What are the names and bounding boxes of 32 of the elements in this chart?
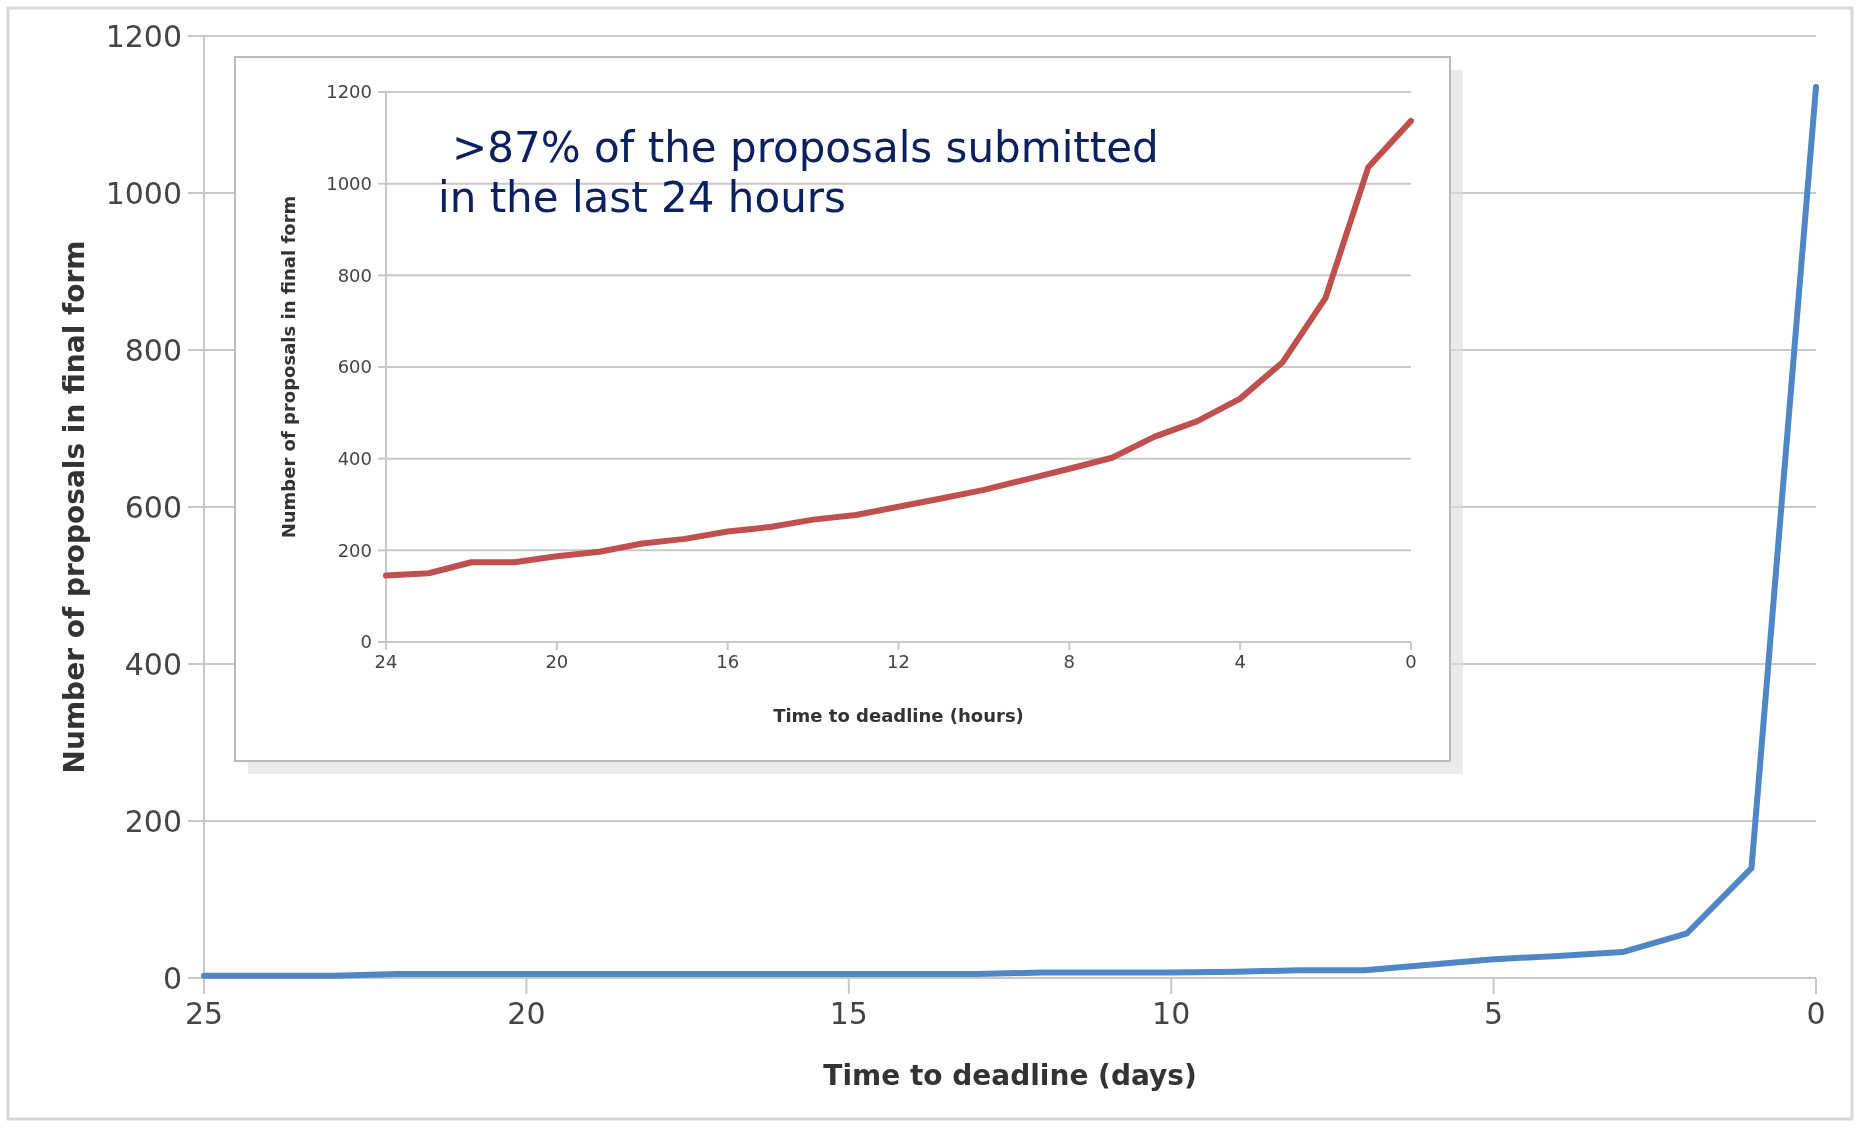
x-tick-label: 0	[1405, 651, 1417, 672]
y-tick-label: 0	[162, 960, 182, 996]
x-tick-label: 20	[545, 651, 569, 672]
y-tick-label: 1000	[326, 172, 372, 194]
x-tick-label: 16	[716, 651, 740, 672]
annotation: >87% of the proposals submitted in the last 24 hours	[438, 123, 1159, 223]
y-tick-label: 400	[337, 447, 372, 469]
y-tick-label: 1000	[105, 175, 182, 211]
x-axis-title: Time to deadline (hours)	[773, 705, 1024, 726]
x-axis-title: Time to deadline (days)	[823, 1059, 1197, 1092]
y-tick-label: 800	[337, 264, 372, 286]
y-tick-label: 800	[124, 332, 182, 368]
y-tick-label: 400	[124, 646, 182, 682]
y-tick-label: 600	[124, 489, 182, 525]
x-tick-label: 5	[1484, 996, 1504, 1031]
y-tick-label: 1200	[326, 81, 372, 103]
y-tick-label: 1200	[105, 18, 182, 54]
x-tick-label: 24	[374, 651, 398, 672]
y-tick-label: 600	[337, 356, 372, 378]
x-tick-label: 8	[1063, 651, 1076, 672]
y-axis-title: Number of proposals in final form	[58, 240, 91, 774]
x-tick-label: 25	[184, 996, 224, 1031]
y-tick-label: 200	[124, 803, 182, 839]
x-tick-label: 4	[1234, 651, 1246, 672]
x-tick-label: 10	[1152, 996, 1191, 1031]
y-tick-label: 0	[360, 631, 372, 653]
x-tick-label: 20	[507, 996, 546, 1031]
x-tick-label: 15	[829, 996, 868, 1031]
x-tick-label: 0	[1806, 996, 1826, 1031]
y-tick-label: 200	[337, 539, 372, 561]
x-tick-label: 12	[887, 651, 910, 672]
y-axis-title: Number of proposals in final form	[278, 195, 299, 539]
